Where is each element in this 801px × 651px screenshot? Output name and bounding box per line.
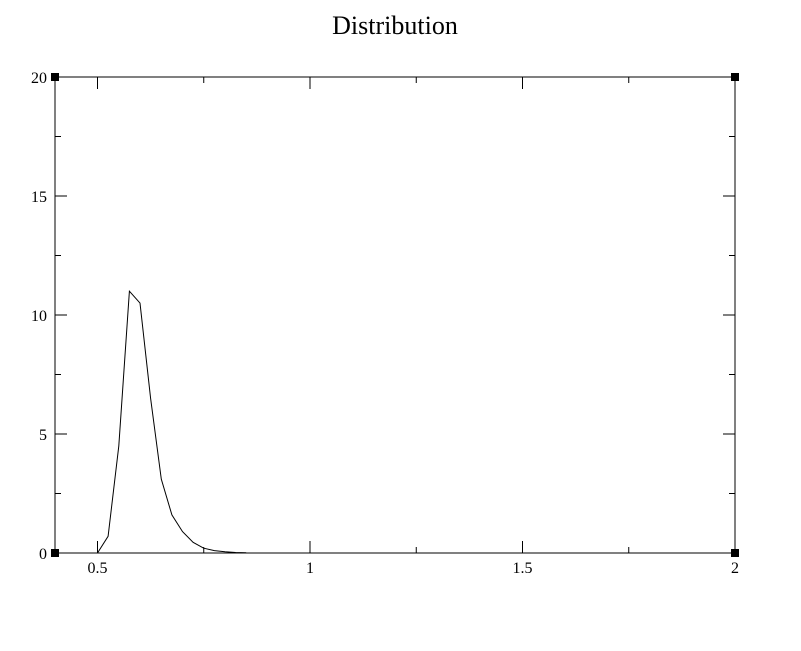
series-layer (97, 289, 247, 554)
y-tick-label: 15 (31, 189, 47, 206)
y-tick-label: 5 (39, 427, 47, 444)
corner-handle[interactable] (51, 73, 59, 81)
y-tick-label: 0 (39, 546, 47, 563)
y-tick-label: 20 (31, 70, 47, 87)
corner-handle[interactable] (51, 549, 59, 557)
series-line (97, 289, 247, 554)
x-tick-label: 0.5 (88, 560, 108, 577)
axis-ticks (55, 76, 736, 554)
x-tick-label: 1 (306, 560, 314, 577)
x-tick-label: 2 (731, 560, 739, 577)
plot-frame (54, 76, 736, 554)
y-tick-label: 10 (31, 308, 47, 325)
corner-handle[interactable] (731, 549, 739, 557)
chart-title: Distribution (332, 11, 458, 40)
x-tick-label: 1.5 (513, 560, 533, 577)
corner-handles (51, 73, 739, 557)
corner-handle[interactable] (731, 73, 739, 81)
